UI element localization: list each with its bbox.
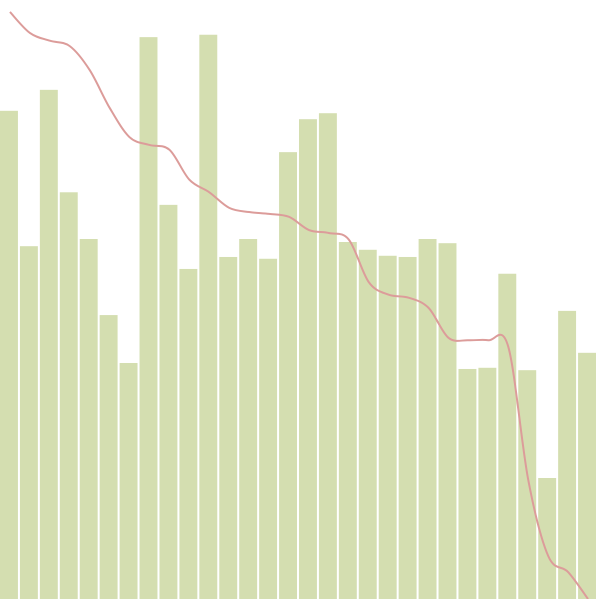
bar: [478, 367, 497, 599]
bar: [398, 256, 417, 599]
bar: [119, 362, 138, 599]
bar: [0, 110, 18, 599]
bar: [199, 34, 218, 599]
bar: [279, 152, 297, 599]
bar: [458, 368, 477, 599]
bar: [518, 370, 537, 599]
bar: [378, 255, 397, 599]
bar: [219, 256, 238, 599]
bar: [558, 310, 577, 599]
bar: [139, 37, 158, 599]
bar: [318, 113, 337, 599]
bar: [498, 273, 517, 599]
bar: [358, 249, 377, 599]
bar: [179, 268, 198, 599]
bar: [438, 243, 457, 599]
bar: [19, 246, 38, 599]
bar: [538, 478, 557, 599]
bar: [418, 239, 437, 599]
bar: [578, 352, 596, 599]
line: [9, 11, 589, 599]
bar: [239, 239, 258, 599]
bar: [338, 241, 357, 599]
bar: [79, 239, 98, 599]
bar: [59, 192, 78, 599]
bar: [39, 89, 58, 599]
bar: [99, 315, 118, 599]
bar: [299, 119, 317, 599]
bar: [159, 204, 178, 599]
bar: [259, 258, 278, 599]
